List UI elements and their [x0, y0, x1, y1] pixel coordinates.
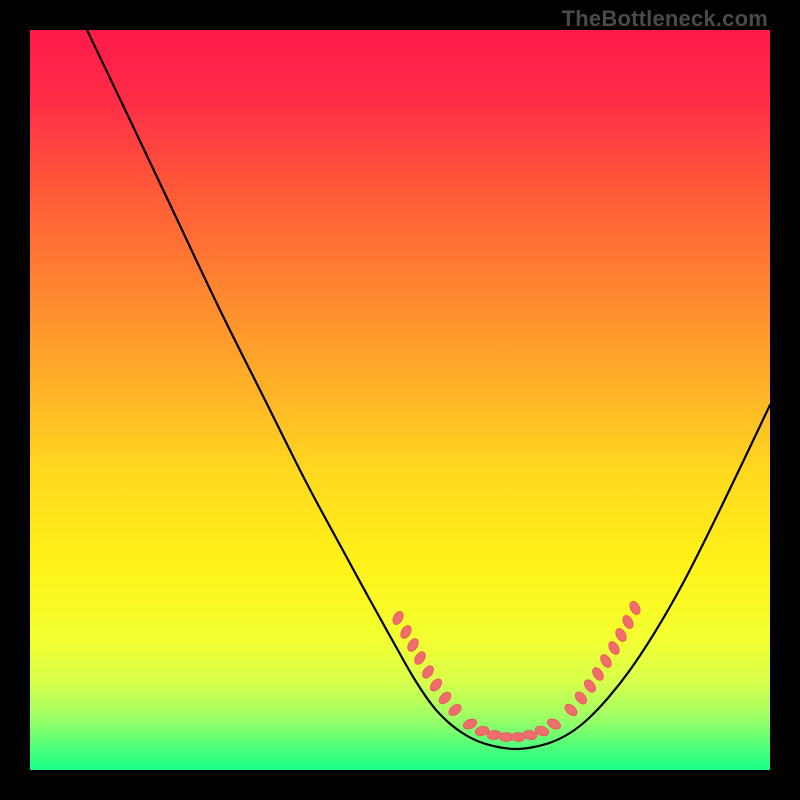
- plot-area: [30, 30, 770, 770]
- data-marker: [598, 653, 613, 670]
- data-marker: [563, 702, 579, 718]
- data-marker: [573, 690, 589, 706]
- marker-cluster-bottom: [462, 717, 563, 742]
- data-marker: [607, 640, 622, 657]
- data-marker: [614, 627, 629, 644]
- bottleneck-curve: [87, 30, 770, 749]
- data-marker: [412, 650, 427, 667]
- watermark-text: TheBottleneck.com: [562, 6, 768, 32]
- data-marker: [447, 702, 464, 718]
- data-marker: [399, 624, 414, 641]
- data-marker: [437, 690, 453, 706]
- data-marker: [590, 666, 605, 683]
- data-marker: [621, 614, 636, 631]
- data-marker: [582, 678, 598, 695]
- chart-svg-layer: [30, 30, 770, 770]
- data-marker: [546, 717, 563, 732]
- data-marker: [628, 600, 643, 617]
- data-marker: [428, 677, 444, 693]
- data-marker: [405, 637, 420, 654]
- data-marker: [391, 610, 406, 627]
- marker-cluster-left: [391, 610, 464, 718]
- data-marker: [420, 664, 436, 681]
- data-marker: [462, 717, 478, 731]
- marker-cluster-right: [563, 600, 642, 718]
